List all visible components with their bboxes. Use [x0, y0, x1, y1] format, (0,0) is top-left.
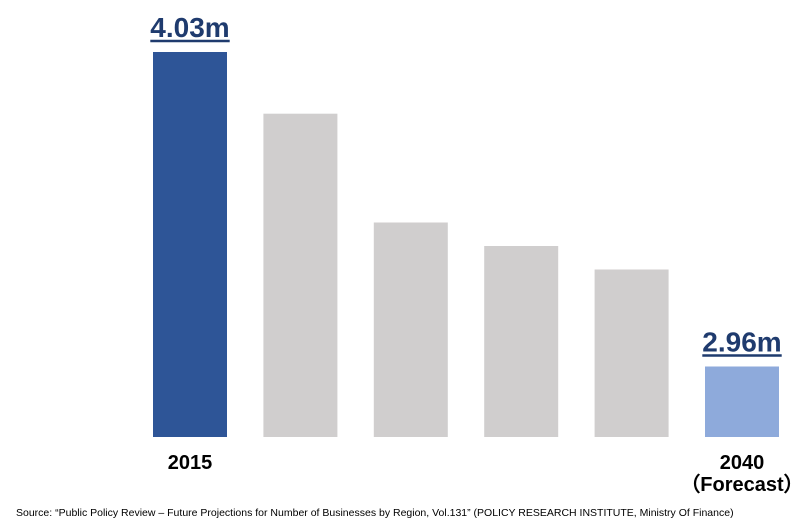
bar-5 [705, 366, 779, 437]
value-label-5: 2.96m [702, 327, 781, 358]
bar-4 [594, 269, 669, 437]
category-sublabel-5: （Forecast） [680, 473, 803, 496]
bar-2 [373, 222, 448, 437]
value-label-0: 4.03m [150, 12, 229, 43]
category-label-5: 2040 [720, 452, 765, 474]
category-label-0: 2015 [168, 452, 213, 474]
bar-0 [153, 52, 227, 437]
bar-1 [263, 113, 338, 437]
bar-3 [484, 246, 559, 437]
source-note: Source: “Public Policy Review – Future P… [16, 507, 734, 519]
